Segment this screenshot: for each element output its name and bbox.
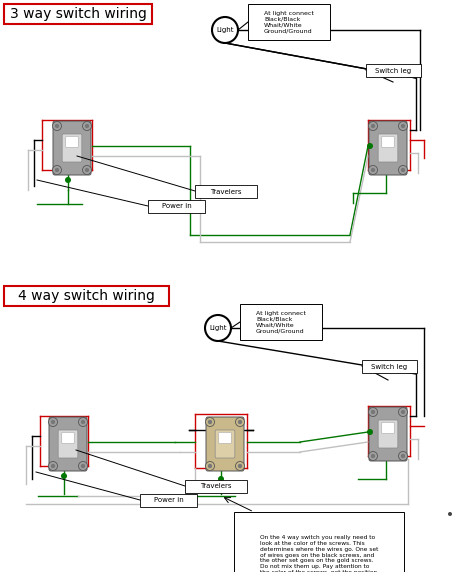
FancyBboxPatch shape xyxy=(49,417,87,471)
Circle shape xyxy=(371,410,375,414)
FancyBboxPatch shape xyxy=(215,430,235,458)
Text: Travelers: Travelers xyxy=(210,189,242,194)
Circle shape xyxy=(448,512,452,516)
Text: Power in: Power in xyxy=(162,204,191,209)
Circle shape xyxy=(401,454,405,458)
Circle shape xyxy=(399,121,408,130)
FancyBboxPatch shape xyxy=(366,64,421,77)
Text: Power in: Power in xyxy=(154,498,183,503)
Circle shape xyxy=(238,464,242,468)
Circle shape xyxy=(55,124,59,128)
Circle shape xyxy=(371,168,375,172)
FancyBboxPatch shape xyxy=(66,137,78,148)
Circle shape xyxy=(53,165,62,174)
Circle shape xyxy=(367,429,373,435)
Circle shape xyxy=(55,168,59,172)
Circle shape xyxy=(82,165,91,174)
Circle shape xyxy=(61,473,67,479)
Circle shape xyxy=(236,462,245,471)
Circle shape xyxy=(399,165,408,174)
Circle shape xyxy=(81,420,85,424)
FancyBboxPatch shape xyxy=(362,360,417,373)
Circle shape xyxy=(399,451,408,460)
Circle shape xyxy=(368,165,377,174)
Circle shape xyxy=(206,418,215,427)
FancyBboxPatch shape xyxy=(219,432,231,443)
Circle shape xyxy=(51,420,55,424)
FancyBboxPatch shape xyxy=(369,407,407,461)
Text: Travelers: Travelers xyxy=(200,483,232,490)
Text: Switch leg: Switch leg xyxy=(372,363,408,370)
Text: 4 way switch wiring: 4 way switch wiring xyxy=(18,289,155,303)
FancyBboxPatch shape xyxy=(62,432,74,443)
Circle shape xyxy=(218,476,224,482)
Text: On the 4 way switch you really need to
look at the color of the screws. This
det: On the 4 way switch you really need to l… xyxy=(260,535,378,572)
FancyBboxPatch shape xyxy=(4,4,152,24)
FancyBboxPatch shape xyxy=(369,121,407,175)
Circle shape xyxy=(53,121,62,130)
Circle shape xyxy=(368,407,377,416)
Text: Light: Light xyxy=(209,325,227,331)
Circle shape xyxy=(208,420,212,424)
FancyBboxPatch shape xyxy=(248,4,330,40)
Circle shape xyxy=(48,462,57,471)
Circle shape xyxy=(51,464,55,468)
Circle shape xyxy=(368,121,377,130)
Circle shape xyxy=(65,177,71,183)
FancyBboxPatch shape xyxy=(382,423,394,434)
Circle shape xyxy=(401,410,405,414)
Circle shape xyxy=(85,124,89,128)
Circle shape xyxy=(212,17,238,43)
Circle shape xyxy=(236,418,245,427)
FancyBboxPatch shape xyxy=(58,430,78,458)
Text: 3 way switch wiring: 3 way switch wiring xyxy=(9,7,146,21)
Circle shape xyxy=(208,464,212,468)
FancyBboxPatch shape xyxy=(53,121,91,175)
Circle shape xyxy=(399,407,408,416)
Circle shape xyxy=(371,454,375,458)
FancyBboxPatch shape xyxy=(4,286,169,306)
FancyBboxPatch shape xyxy=(185,480,247,493)
FancyBboxPatch shape xyxy=(378,134,398,162)
Circle shape xyxy=(82,121,91,130)
FancyBboxPatch shape xyxy=(382,137,394,148)
Circle shape xyxy=(85,168,89,172)
Circle shape xyxy=(79,462,88,471)
Circle shape xyxy=(206,462,215,471)
FancyBboxPatch shape xyxy=(195,185,257,198)
Circle shape xyxy=(238,420,242,424)
Circle shape xyxy=(401,124,405,128)
FancyBboxPatch shape xyxy=(140,494,197,507)
Text: Light: Light xyxy=(216,27,234,33)
Circle shape xyxy=(371,124,375,128)
FancyBboxPatch shape xyxy=(62,134,82,162)
Circle shape xyxy=(367,143,373,149)
Circle shape xyxy=(79,418,88,427)
Circle shape xyxy=(81,464,85,468)
FancyBboxPatch shape xyxy=(206,417,244,471)
Text: Switch leg: Switch leg xyxy=(375,67,411,73)
FancyBboxPatch shape xyxy=(240,304,322,340)
FancyBboxPatch shape xyxy=(234,512,404,572)
Text: At light connect
Black/Black
Whait/White
Ground/Ground: At light connect Black/Black Whait/White… xyxy=(264,11,314,33)
Text: At light connect
Black/Black
Whait/White
Ground/Ground: At light connect Black/Black Whait/White… xyxy=(256,311,306,333)
Circle shape xyxy=(401,168,405,172)
Circle shape xyxy=(205,315,231,341)
FancyBboxPatch shape xyxy=(378,420,398,448)
FancyBboxPatch shape xyxy=(148,200,205,213)
Circle shape xyxy=(368,451,377,460)
Circle shape xyxy=(48,418,57,427)
